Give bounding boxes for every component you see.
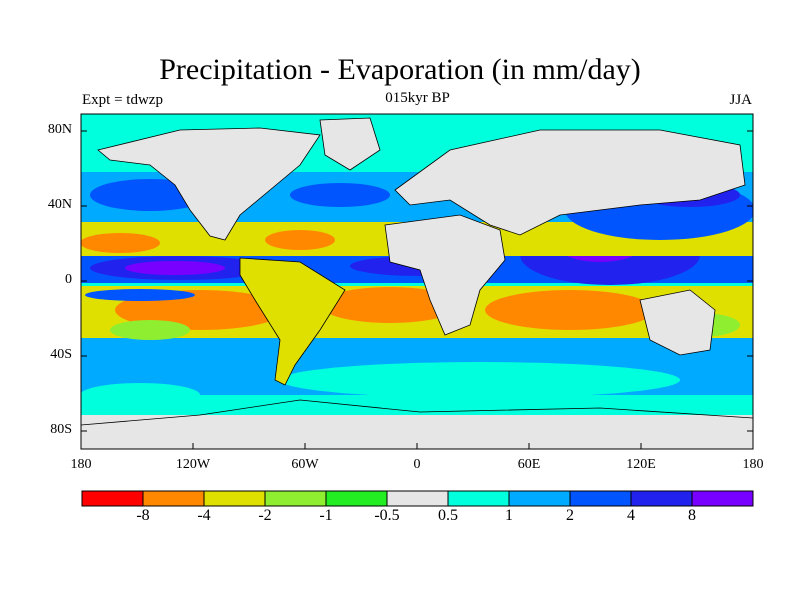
eurasia: [394, 129, 746, 236]
colorbar-swatch: [81, 490, 144, 507]
greenland: [319, 117, 381, 171]
x-tick-marks: [80, 443, 642, 449]
colorbar-label: -1: [319, 507, 333, 524]
colorbar-swatch: [630, 490, 693, 507]
colorbar-label: 0.5: [438, 507, 458, 524]
y-tick-label: 80N: [47, 122, 72, 137]
colorbar-label: 2: [566, 507, 574, 524]
chart-title: Precipitation - Evaporation (in mm/day): [159, 53, 641, 86]
x-tick-label: 0: [413, 457, 421, 472]
chart-subtitle: 015kyr BP: [385, 90, 450, 106]
colorbar-label: -4: [197, 507, 211, 524]
y-tick-label: 80S: [50, 422, 72, 437]
map-field: [81, 114, 753, 449]
y-tick-marks: [81, 130, 753, 432]
north-america: [97, 127, 321, 241]
south-america: [239, 257, 346, 386]
x-tick-label: 180: [70, 457, 92, 472]
colorbar-swatch: [264, 490, 327, 507]
colorbar-swatch: [325, 490, 388, 507]
colorbar-swatch: [691, 490, 754, 507]
colorbar-label: -0.5: [374, 507, 400, 524]
colorbar-swatch: [508, 490, 571, 507]
colorbar-swatch: [142, 490, 205, 507]
colorbar-swatch: [569, 490, 632, 507]
y-tick-label: 40N: [47, 197, 72, 212]
x-tick-label: 60E: [517, 457, 541, 472]
colorbar-label: 1: [505, 507, 513, 524]
y-tick-label: 0: [65, 272, 72, 287]
colorbar-swatch: [386, 490, 449, 507]
season-label: JJA: [729, 92, 752, 108]
africa: [384, 214, 506, 336]
x-tick-label: 120W: [175, 457, 211, 472]
dry-core-indian: [485, 290, 655, 330]
x-tick-label: 120E: [626, 457, 656, 472]
australia: [639, 289, 716, 356]
colorbar-label: -8: [136, 507, 150, 524]
dry-core-atlantic: [320, 287, 460, 323]
colorbar-swatch: [203, 490, 266, 507]
antarctica-coast: [81, 399, 753, 426]
colorbar-label: 8: [688, 507, 696, 524]
experiment-label: Expt = tdwzp: [82, 92, 163, 108]
y-tick-label: 40S: [50, 347, 72, 362]
x-tick-label: 60W: [291, 457, 319, 472]
colorbar-swatch: [447, 490, 510, 507]
x-tick-label: 180: [742, 457, 764, 472]
colorbar-label: -2: [258, 507, 272, 524]
colorbar-label: 4: [627, 507, 635, 524]
